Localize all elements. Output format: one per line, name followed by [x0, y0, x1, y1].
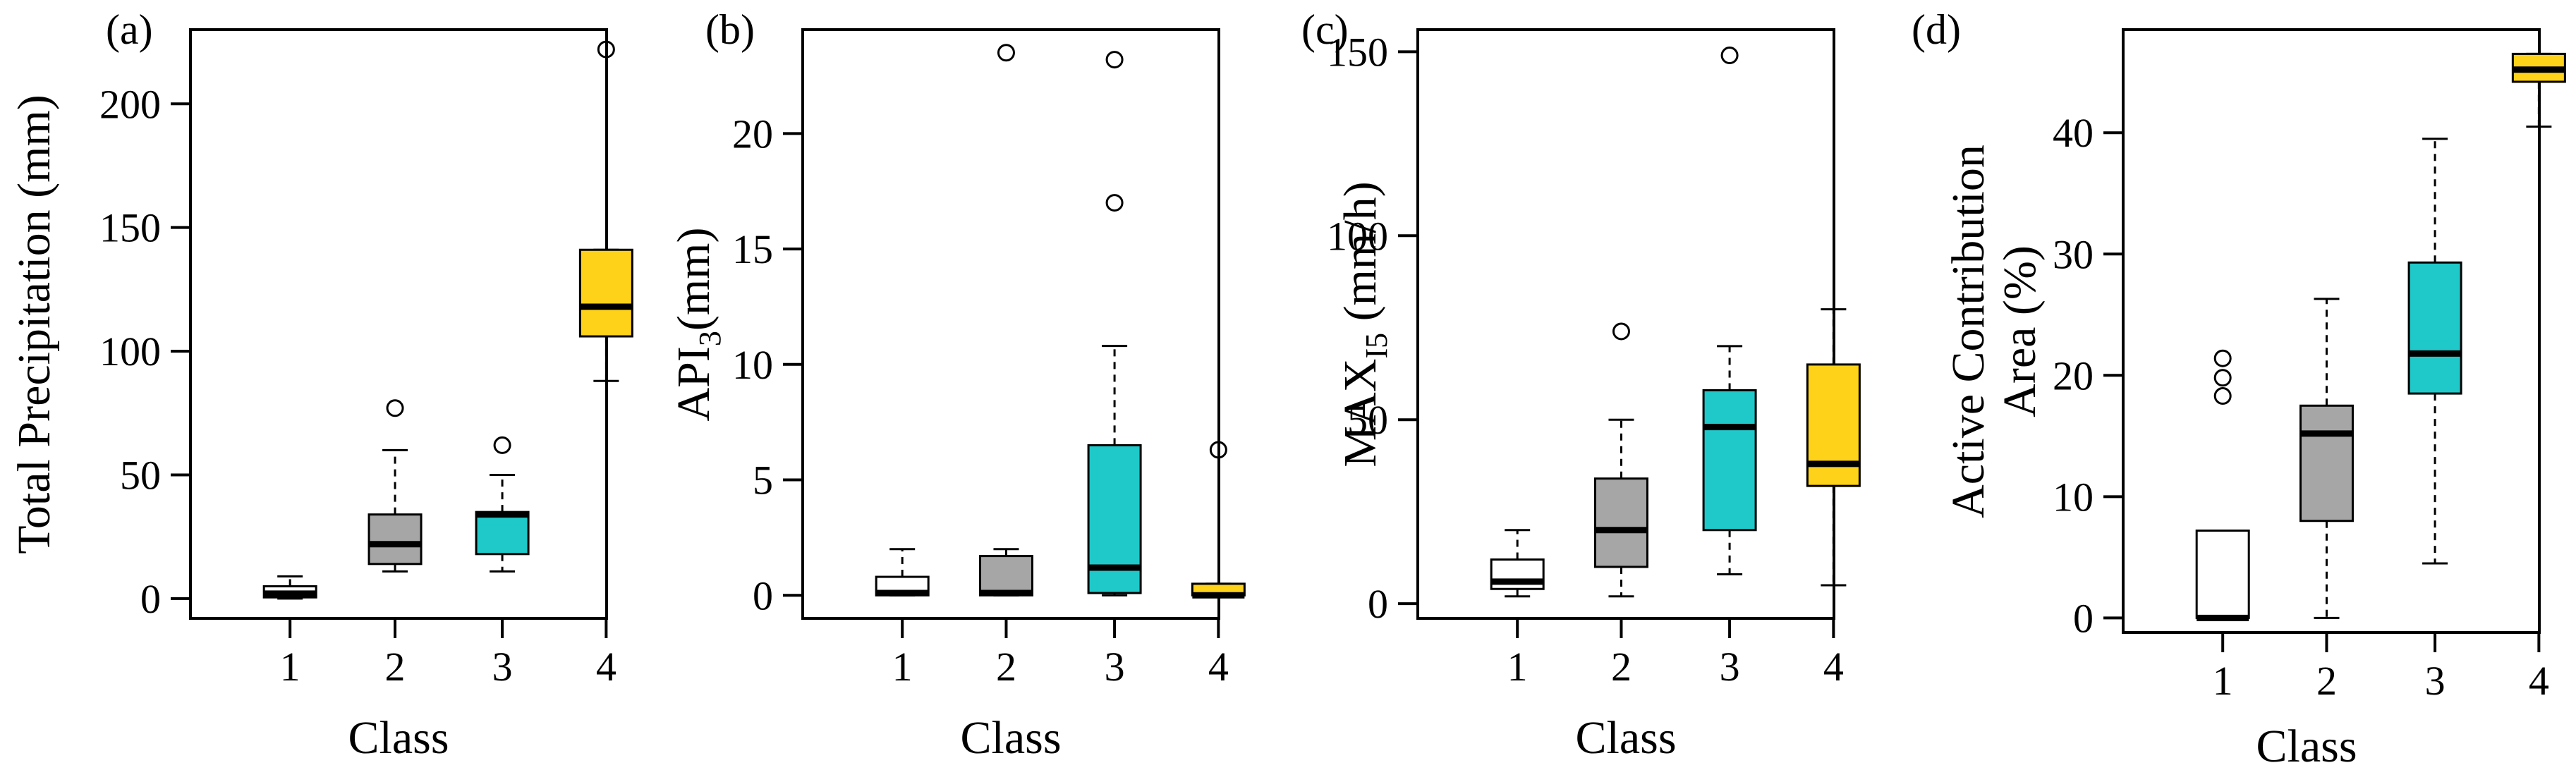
panel-b: (b) API3(mm) Class 0 5 10 15 20 1 2 3 4	[668, 6, 1246, 764]
panel-a-xtick-label-3: 3	[492, 644, 513, 690]
panel-c-xtick-label-3: 3	[1720, 644, 1740, 690]
panel-a-class-2-outlier-0	[386, 399, 404, 417]
panel-c-xtick-label-1: 1	[1507, 644, 1528, 690]
panel-c: (c) MAXI5 (mm/h) Class 0 50 100 150 1 2 3 4	[1301, 6, 1861, 764]
panel-a-class-3-outlier-0	[493, 436, 511, 454]
panel-b-class-4-outlier-0	[1209, 441, 1227, 459]
panel-b-class-3-outlier-0	[1105, 194, 1124, 212]
panel-c-ytick-label-150: 150	[1327, 29, 1388, 75]
panel-b-tag: (b)	[705, 6, 755, 53]
panel-d-y-axis-label-line1: Active Contribution	[1943, 145, 1994, 518]
panel-d-xtick-label-3: 3	[2425, 658, 2446, 704]
panel-c-ytick-label-100: 100	[1327, 213, 1388, 259]
panel-a-class-3-box	[475, 511, 530, 556]
panel-d-tag: (d)	[1912, 6, 1961, 53]
panel-a-y-axis-label: Total Precipitation (mm)	[8, 94, 60, 554]
panel-d-xtick-label-1: 1	[2213, 658, 2233, 704]
panel-b-xtick-label-1: 1	[892, 644, 913, 690]
panel-a-ytick-label-50: 50	[120, 453, 161, 499]
panel-d-ytick-label-10: 10	[2053, 474, 2094, 520]
panel-b-xtick-label-2: 2	[996, 644, 1016, 690]
panel-b-xtick-label-4: 4	[1208, 644, 1229, 690]
panel-d-class-1-box	[2195, 529, 2250, 619]
panel-b-ytick-label-5: 5	[753, 458, 773, 503]
panel-c-y-axis-label: MAXI5 (mm/h)	[1335, 181, 1394, 467]
panel-d-ytick-label-30: 30	[2053, 231, 2094, 277]
panel-d-xtick-label-4: 4	[2529, 658, 2549, 704]
panel-d-marks: 0 10 20 30 40 1 2 3 4	[2053, 52, 2566, 704]
panel-c-tag: (c)	[1301, 6, 1349, 53]
panel-a-xtick-label-1: 1	[280, 644, 300, 690]
panel-a-ytick-label-200: 200	[99, 81, 161, 127]
panel-b-marks: 0 5 10 15 20 1 2 3 4	[732, 44, 1246, 690]
panel-c-ytick-label-50: 50	[1347, 397, 1388, 443]
panel-a: (a) Total Precipitation (mm) Class 0 50 10…	[8, 6, 633, 764]
panel-c-class-4-box	[1806, 363, 1861, 487]
panel-b-class-2-box	[978, 555, 1033, 597]
panel-c-class-3-box	[1702, 389, 1757, 532]
panel-d-y-axis-label-line2: Area (%)	[1994, 245, 2046, 417]
panel-d-class-1-outlier-2	[2213, 349, 2232, 367]
panel-a-ytick-label-100: 100	[99, 329, 161, 374]
panel-d-class-1-outlier-1	[2213, 369, 2232, 387]
panel-c-x-axis-label: Class	[1575, 712, 1676, 764]
panel-b-plot-frame	[801, 28, 1220, 620]
panel-a-xtick-label-2: 2	[385, 644, 406, 690]
panel-d-class-3-box	[2407, 261, 2462, 395]
panel-c-xtick-label-4: 4	[1823, 644, 1844, 690]
panel-d-ytick-label-0: 0	[2073, 595, 2094, 641]
panel-b-class-2-outlier-0	[997, 44, 1015, 62]
panel-d-class-1-outlier-0	[2213, 387, 2232, 405]
panel-d-ytick-label-40: 40	[2053, 110, 2094, 156]
panel-c-class-2-box	[1593, 477, 1648, 568]
panel-d-x-axis-label: Class	[2256, 721, 2357, 770]
panel-b-class-3-box	[1087, 444, 1142, 594]
panel-a-ytick-label-0: 0	[140, 576, 161, 622]
panel-d-ytick-label-20: 20	[2053, 353, 2094, 398]
panel-c-marks: 0 50 100 150 1 2 3 4	[1327, 29, 1861, 690]
panel-a-marks: 0 50 100 150 200 1 2 3 4	[99, 40, 633, 690]
panel-c-xtick-label-2: 2	[1611, 644, 1632, 690]
panel-a-x-axis-label: Class	[348, 712, 449, 764]
panel-b-ytick-label-0: 0	[753, 573, 773, 618]
panel-a-class-4-outlier-0	[597, 40, 615, 59]
panel-b-ytick-label-15: 15	[732, 226, 773, 272]
panel-d: (d) Active Contribution Area (%) Class 0…	[1912, 6, 2566, 770]
panel-c-class-3-outlier-0	[1720, 47, 1739, 65]
panel-b-y-axis-label: API3(mm)	[668, 228, 727, 422]
panel-c-ytick-label-0: 0	[1368, 581, 1388, 627]
panel-c-class-2-outlier-0	[1612, 322, 1630, 341]
panel-b-ytick-label-20: 20	[732, 111, 773, 157]
panel-b-class-3-outlier-1	[1105, 51, 1124, 69]
panel-a-class-4-box	[578, 248, 633, 338]
panel-a-tag: (a)	[106, 6, 153, 53]
panel-b-xtick-label-3: 3	[1105, 644, 1125, 690]
panel-d-class-2-box	[2299, 404, 2354, 522]
panel-d-xtick-label-2: 2	[2316, 658, 2337, 704]
panel-a-class-2-box	[367, 513, 423, 566]
panel-a-ytick-label-150: 150	[99, 205, 161, 251]
panel-b-ytick-label-10: 10	[732, 342, 773, 388]
panel-d-plot-frame	[2122, 28, 2541, 634]
panel-b-x-axis-label: Class	[960, 712, 1061, 764]
panel-a-xtick-label-4: 4	[596, 644, 616, 690]
